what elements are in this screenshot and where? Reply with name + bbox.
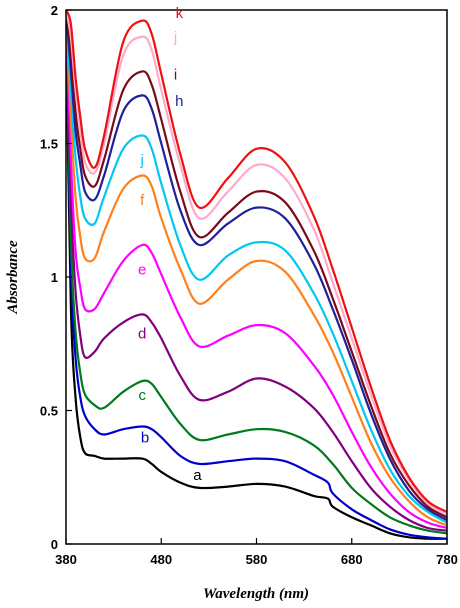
series-layer <box>66 10 447 540</box>
series-line-k-10 <box>66 10 447 514</box>
x-tick-label: 580 <box>246 552 268 567</box>
x-tick-label: 480 <box>150 552 172 567</box>
curve-label-f: f <box>140 192 145 209</box>
y-tick-label: 2 <box>51 3 58 18</box>
x-tick-label: 780 <box>436 552 458 567</box>
y-axis-title: Absorbance <box>5 240 21 315</box>
y-tick-label: 1 <box>51 270 58 285</box>
curve-label-i: i <box>174 66 177 83</box>
curve-label-e: e <box>138 261 146 278</box>
curve-label-b: b <box>141 430 149 447</box>
curve-label-k: k <box>176 5 184 22</box>
series-line-j-9 <box>66 10 447 516</box>
x-tick-label: 380 <box>55 552 77 567</box>
curve-label-c: c <box>138 387 146 404</box>
curve-label-h: h <box>175 93 183 110</box>
x-tick-label: 680 <box>341 552 363 567</box>
series-line-h-7 <box>66 10 447 522</box>
ticks-layer: 380 480 580 680 780 0 0.5 1 1.5 2 <box>40 3 458 567</box>
series-line-d-3 <box>66 10 447 532</box>
curve-label-j: j <box>140 152 144 169</box>
curve-label-d: d <box>138 325 146 342</box>
y-tick-label: 0.5 <box>40 404 58 419</box>
curve-label-j: j <box>173 29 177 46</box>
series-line-c-2 <box>66 10 447 535</box>
series-line-i-8 <box>66 10 447 519</box>
curve-label-a: a <box>193 467 202 484</box>
series-line-j-6 <box>66 10 447 524</box>
series-line-b-1 <box>66 10 447 540</box>
series-line-f-5 <box>66 10 447 527</box>
y-tick-label: 1.5 <box>40 137 58 152</box>
x-axis-title: Wavelength (nm) <box>203 586 309 602</box>
y-tick-label: 0 <box>51 537 58 552</box>
series-line-e-4 <box>66 10 447 530</box>
series-line-a-0 <box>66 22 447 540</box>
